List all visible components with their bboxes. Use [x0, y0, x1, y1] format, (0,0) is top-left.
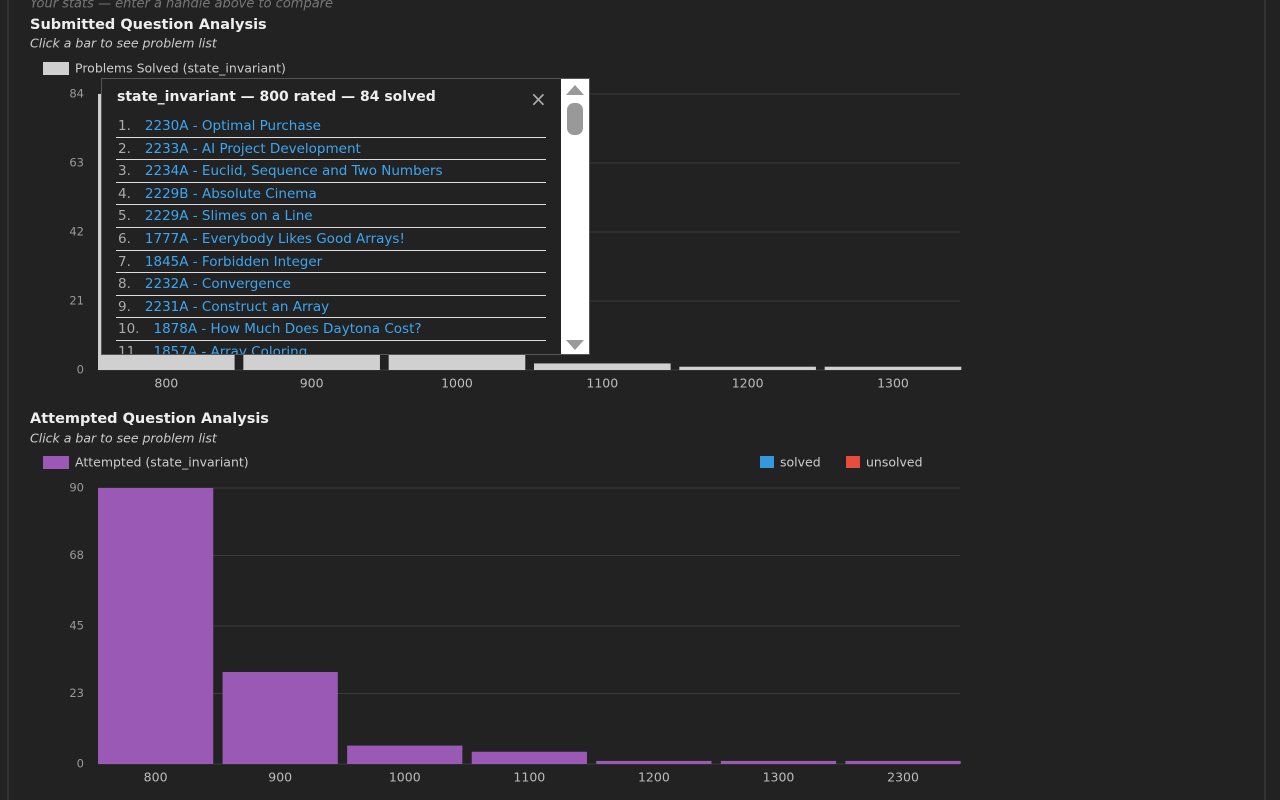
chart-subtitle: Click a bar to see problem list: [30, 431, 218, 446]
problem-link[interactable]: 2229B - Absolute Cinema: [144, 185, 317, 202]
bar[interactable]: [98, 488, 214, 764]
item-index: 2.: [118, 140, 131, 157]
x-tick-label: 1100: [513, 770, 545, 785]
problem-item[interactable]: 11. 1857A - Array Coloring: [116, 341, 546, 355]
problem-link[interactable]: 1857A - Array Coloring: [153, 343, 308, 355]
x-tick-label: 2300: [887, 770, 919, 785]
item-index: 10.: [118, 321, 140, 338]
legend-swatch: [43, 62, 69, 75]
problem-link[interactable]: 1845A - Forbidden Integer: [144, 253, 323, 270]
x-tick-label: 1000: [389, 770, 421, 785]
problem-link[interactable]: 1878A - How Much Does Daytona Cost?: [153, 321, 422, 338]
status-swatch: [760, 456, 774, 468]
problem-link[interactable]: 2229A - Slimes on a Line: [144, 208, 313, 225]
problem-item[interactable]: 6. 1777A - Everybody Likes Good Arrays!: [116, 228, 546, 251]
x-tick-label: 900: [268, 770, 292, 785]
popup-title: state_invariant — 800 rated — 84 solved: [117, 89, 436, 105]
x-tick-label: 1300: [877, 376, 909, 391]
problem-popup: state_invariant — 800 rated — 84 solved …: [101, 78, 590, 355]
y-tick-label: 42: [69, 225, 84, 239]
problem-item[interactable]: 4. 2229B - Absolute Cinema: [116, 183, 546, 206]
x-tick-label: 1300: [763, 770, 795, 785]
bar[interactable]: [720, 760, 837, 764]
y-tick-label: 0: [77, 363, 84, 377]
item-index: 11.: [118, 343, 140, 355]
problem-link[interactable]: 2231A - Construct an Array: [144, 298, 330, 315]
x-tick-label: 1100: [586, 376, 618, 391]
item-index: 7.: [118, 253, 131, 270]
problem-link[interactable]: 2230A - Optimal Purchase: [144, 118, 321, 134]
item-index: 6.: [118, 230, 131, 247]
chart-title: Attempted Question Analysis: [30, 411, 269, 427]
problem-item[interactable]: 5. 2229A - Slimes on a Line: [116, 205, 546, 228]
item-index: 4.: [118, 185, 131, 202]
y-tick-label: 21: [69, 294, 84, 308]
status-label: unsolved: [866, 455, 923, 470]
y-tick-label: 68: [69, 548, 84, 562]
chart-title: Submitted Question Analysis: [30, 17, 267, 33]
problem-item[interactable]: 9. 2231A - Construct an Array: [116, 296, 546, 319]
bar[interactable]: [222, 672, 338, 764]
hint: Your stats — enter a handle above to com…: [30, 0, 333, 12]
y-tick-label: 0: [77, 757, 84, 771]
x-tick-label: 1200: [732, 376, 764, 391]
item-index: 8.: [118, 276, 131, 293]
problem-item[interactable]: 8. 2232A - Convergence: [116, 273, 546, 296]
scrollbar[interactable]: [561, 79, 589, 354]
problem-item[interactable]: 10. 1878A - How Much Does Daytona Cost?: [116, 318, 546, 341]
chart-subtitle: Click a bar to see problem list: [30, 36, 218, 51]
x-tick-label: 800: [144, 770, 168, 785]
problem-link[interactable]: 2234A - Euclid, Sequence and Two Numbers: [144, 163, 443, 180]
item-index: 3.: [118, 163, 131, 180]
problem-link[interactable]: 2233A - AI Project Development: [144, 140, 361, 157]
legend-label: Problems Solved (state_invariant): [75, 61, 286, 76]
legend-label: Attempted (state_invariant): [75, 455, 249, 470]
item-index: 5.: [118, 208, 131, 225]
x-tick-label: 1000: [441, 376, 473, 391]
item-index: 9.: [118, 298, 131, 315]
y-tick-label: 84: [69, 87, 84, 101]
problem-link[interactable]: 1777A - Everybody Likes Good Arrays!: [144, 230, 405, 247]
problem-item[interactable]: 1. 2230A - Optimal Purchase: [116, 115, 546, 138]
bar[interactable]: [534, 363, 671, 370]
x-tick-label: 900: [300, 376, 324, 391]
bar[interactable]: [347, 745, 463, 764]
x-tick-label: 800: [154, 376, 178, 391]
bar[interactable]: [471, 751, 587, 764]
item-index: 1.: [118, 118, 131, 134]
y-tick-label: 45: [69, 619, 84, 633]
close-button[interactable]: ×: [530, 87, 547, 111]
y-tick-label: 63: [69, 156, 84, 170]
status-swatch: [846, 456, 860, 468]
scrollbar-graphic: [566, 85, 584, 350]
problem-item[interactable]: 7. 1845A - Forbidden Integer: [116, 251, 546, 274]
problem-list: 1. 2230A - Optimal Purchase 2. 2233A - AI P…: [116, 115, 546, 355]
problem-item[interactable]: 3. 2234A - Euclid, Sequence and Two Numbe…: [116, 160, 546, 183]
bar[interactable]: [596, 760, 712, 764]
bar[interactable]: [388, 350, 526, 370]
y-tick-label: 23: [69, 686, 84, 700]
problem-link[interactable]: 2232A - Convergence: [144, 276, 291, 293]
problem-item[interactable]: 2. 2233A - AI Project Development: [116, 138, 546, 161]
bar[interactable]: [679, 366, 816, 370]
y-tick-label: 90: [69, 481, 84, 495]
bar[interactable]: [845, 760, 961, 764]
bar[interactable]: [824, 366, 962, 370]
x-tick-label: 1200: [638, 770, 670, 785]
status-label: solved: [780, 455, 821, 470]
legend-swatch: [43, 456, 69, 469]
